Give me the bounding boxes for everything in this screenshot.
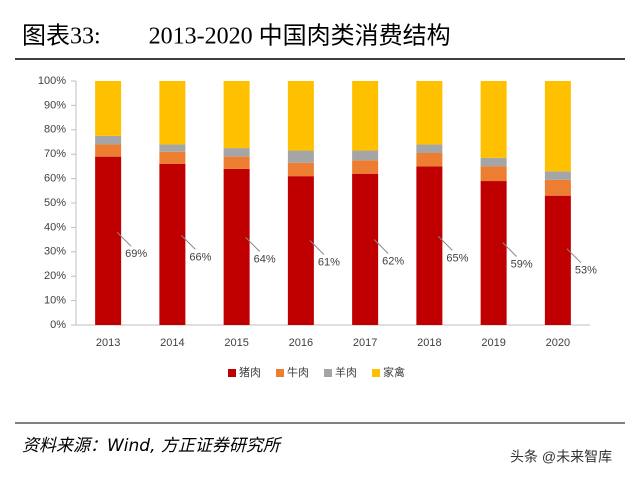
bar-segment (480, 166, 507, 182)
bar-segment (159, 163, 186, 325)
x-tick-label: 2013 (96, 337, 120, 349)
y-tick-label: 60% (44, 173, 66, 185)
bar-segment (223, 156, 250, 169)
bar-segment (416, 152, 443, 167)
bar-segment (95, 135, 122, 145)
bar-segment (480, 181, 507, 325)
x-tick-label: 2014 (160, 337, 184, 349)
bar-segment (352, 81, 379, 151)
leader-line (373, 239, 389, 254)
x-tick-label: 2018 (417, 337, 441, 349)
bar-segment (95, 156, 122, 325)
x-tick-label: 2020 (546, 337, 570, 349)
legend-label: 猪肉 (239, 366, 261, 379)
y-tick-label: 0% (50, 319, 66, 331)
data-label: 59% (511, 258, 533, 270)
leader-line (181, 235, 196, 250)
bar-segment (223, 168, 250, 325)
legend-swatch (324, 369, 332, 377)
data-label: 53% (575, 265, 597, 277)
leader-line (566, 248, 582, 264)
bar-segment (223, 148, 250, 157)
leader-line (502, 242, 517, 257)
bar-segment (95, 144, 122, 157)
bar-segment (480, 81, 507, 158)
leader-line (438, 236, 453, 251)
y-tick-label: 40% (44, 221, 66, 233)
x-tick-label: 2019 (481, 337, 505, 349)
y-tick-label: 20% (44, 270, 66, 282)
bar-segment (287, 162, 314, 177)
bar-segment (287, 176, 314, 325)
bar-segment (544, 195, 571, 325)
x-tick-label: 2016 (289, 337, 313, 349)
bar-segment (544, 81, 571, 172)
bar-segment (159, 81, 186, 145)
data-label: 62% (382, 255, 404, 267)
bar-segment (352, 173, 379, 325)
bar-segment (287, 81, 314, 151)
y-tick-label: 10% (44, 295, 66, 307)
legend-swatch (276, 369, 284, 377)
bar-segment (159, 151, 186, 164)
watermark: 头条 @未来智库 (510, 449, 612, 465)
bar-segment (544, 179, 571, 196)
leader-line (309, 240, 325, 255)
y-tick-label: 30% (44, 246, 66, 258)
bar-segment (159, 144, 186, 152)
legend-swatch (372, 369, 380, 377)
bar-segment (480, 157, 507, 167)
bar-segment (416, 166, 443, 325)
data-label: 65% (446, 252, 468, 264)
bar-segment (287, 150, 314, 163)
legend-label: 羊肉 (335, 365, 357, 379)
y-tick-label: 90% (44, 99, 66, 111)
leader-line (245, 237, 260, 252)
x-tick-label: 2017 (353, 337, 377, 349)
bar-segment (416, 81, 443, 145)
y-tick-label: 100% (38, 75, 66, 87)
data-label: 64% (254, 253, 276, 265)
legend-label: 牛肉 (287, 365, 309, 379)
y-tick-label: 80% (44, 124, 66, 136)
legend-swatch (228, 369, 236, 377)
y-tick-label: 70% (44, 148, 66, 160)
data-label: 61% (318, 256, 340, 268)
leader-line (116, 231, 132, 247)
bar-segment (416, 144, 443, 153)
x-tick-label: 2015 (224, 337, 248, 349)
data-label: 66% (189, 251, 211, 263)
source: 资料来源：Wind, 方正证券研究所 (22, 436, 283, 456)
data-label: 69% (125, 248, 147, 260)
bar-segment (352, 150, 379, 161)
bar-segment (352, 160, 379, 174)
bar-segment (544, 171, 571, 180)
y-tick-label: 50% (44, 197, 66, 209)
chart-title: 图表33: 2013-2020 中国肉类消费结构 (22, 23, 451, 50)
bar-segment (223, 81, 250, 149)
bar-segment (95, 81, 122, 136)
legend-label: 家禽 (383, 365, 405, 379)
